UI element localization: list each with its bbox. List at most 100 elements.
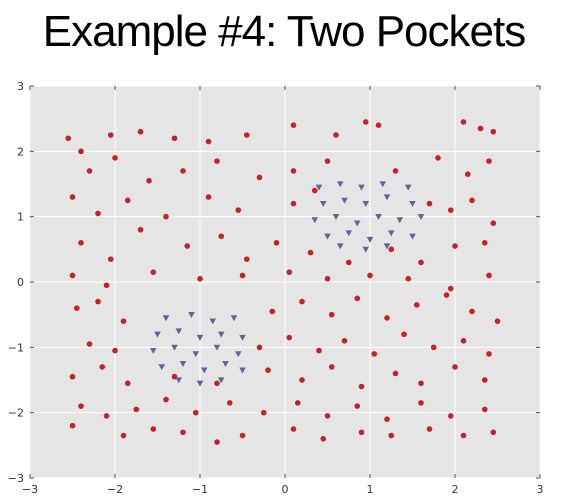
circle-point [205, 194, 212, 200]
y-tick-label: −1 [8, 341, 24, 354]
circle-point [133, 406, 140, 413]
triangle-point [324, 233, 331, 240]
triangle-point [379, 181, 387, 188]
triangle-point [362, 246, 370, 253]
triangle-point [188, 312, 195, 318]
circle-point [95, 210, 101, 217]
circle-point [418, 400, 424, 406]
circle-point [239, 432, 246, 439]
x-tick-label: 0 [282, 483, 289, 496]
circle-point [341, 338, 348, 344]
triangle-point [179, 361, 187, 367]
circle-point [273, 240, 280, 246]
circle-point [73, 305, 80, 311]
circle-point [69, 194, 76, 200]
triangle-point [345, 230, 353, 237]
circle-point [214, 158, 220, 164]
triangle-point [239, 367, 246, 374]
circle-point [426, 200, 433, 207]
circle-point [426, 426, 433, 432]
triangle-point [383, 243, 391, 250]
circle-point [392, 370, 399, 377]
circle-point [481, 377, 488, 383]
y-tick-label: 1 [17, 211, 24, 224]
circle-point [324, 413, 331, 419]
circle-point [460, 432, 467, 439]
circle-point [150, 426, 157, 432]
circle-point [78, 403, 84, 409]
circle-point [226, 400, 233, 406]
circle-point [435, 155, 441, 161]
circle-point [481, 406, 488, 413]
circle-point [69, 422, 76, 429]
circle-point [384, 315, 390, 321]
circle-point [256, 174, 263, 181]
circle-point [112, 155, 118, 161]
triangle-point [409, 200, 416, 207]
circle-point [146, 177, 152, 184]
circle-point [243, 256, 250, 262]
circle-point [137, 226, 144, 233]
triangle-point [213, 344, 221, 351]
y-tick-label: 2 [17, 145, 24, 158]
circle-point [460, 119, 467, 125]
circle-point [486, 351, 492, 357]
circle-point [307, 249, 314, 256]
circle-point [120, 318, 127, 325]
circle-point [290, 200, 297, 207]
circle-point [490, 128, 497, 135]
triangle-point [239, 334, 246, 341]
circle-point [328, 311, 335, 318]
circle-point [214, 380, 220, 387]
circle-point [243, 132, 250, 138]
circle-point [477, 125, 484, 132]
circle-point [171, 135, 178, 142]
circle-point [384, 416, 390, 423]
circle-point [205, 138, 212, 145]
chart-title: Example #4: Two Pockets [42, 7, 526, 56]
triangle-point [230, 315, 238, 322]
triangle-point [234, 351, 242, 358]
triangle-point [353, 220, 361, 227]
circle-point [218, 233, 225, 240]
triangle-point [358, 184, 365, 191]
circle-point [447, 207, 454, 213]
circle-point [418, 259, 424, 266]
circle-point [103, 282, 110, 289]
circle-point [358, 383, 365, 390]
triangle-point [196, 334, 204, 341]
y-tick-label: −3 [8, 472, 24, 485]
circle-point [239, 272, 246, 279]
axis-ticks: −3 −2 −1 0 1 2 3 −3 −2 −1 0 1 2 3 [8, 80, 544, 496]
triangle-point [154, 331, 161, 338]
circle-point [452, 364, 458, 370]
circle-point [452, 243, 458, 249]
circle-point [354, 403, 361, 409]
triangle-point [383, 194, 391, 201]
circle-point [107, 256, 114, 262]
circle-point [214, 439, 220, 445]
triangle-point [192, 351, 200, 358]
circle-point [137, 128, 144, 135]
circle-point [99, 364, 106, 370]
circle-point [418, 380, 424, 387]
circle-point [464, 171, 471, 177]
circle-point [269, 308, 276, 315]
triangle-point [332, 214, 340, 220]
circle-point [265, 367, 271, 374]
circle-point [260, 409, 267, 416]
circle-point [443, 292, 450, 298]
circle-point [490, 220, 497, 226]
circle-point [286, 334, 293, 341]
x-tick-label: −1 [192, 483, 208, 496]
circle-point [294, 400, 301, 406]
data-points [65, 119, 501, 445]
circle-point [86, 168, 93, 174]
circle-point [490, 429, 497, 436]
triangle-point [209, 318, 217, 325]
circle-point [290, 168, 297, 174]
triangle-point [366, 236, 374, 243]
y-tick-label: −2 [8, 407, 24, 420]
triangle-point [319, 200, 327, 207]
